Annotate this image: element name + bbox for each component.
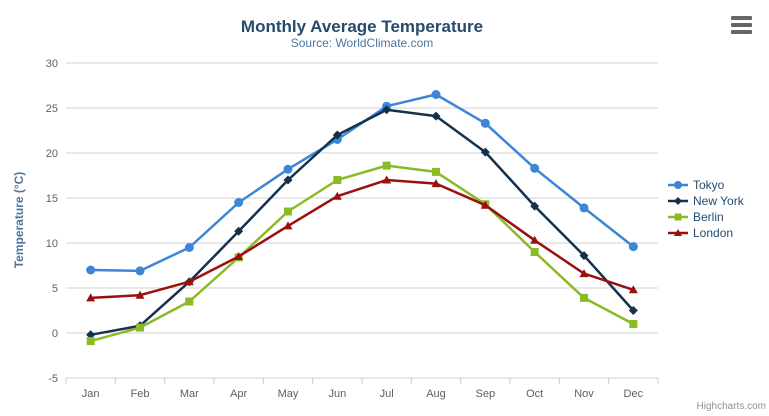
data-point-new-york[interactable]	[332, 130, 342, 140]
legend-item-new-york[interactable]: New York	[668, 193, 744, 209]
data-point-tokyo[interactable]	[184, 243, 194, 252]
data-point-berlin[interactable]	[629, 320, 638, 328]
x-axis-label: Sep	[476, 388, 496, 400]
x-axis-label: Mar	[180, 388, 199, 400]
data-point-new-york[interactable]	[480, 147, 490, 157]
y-axis-label: -5	[48, 373, 58, 385]
legend-item-label: Berlin	[693, 210, 724, 224]
data-point-new-york-legend[interactable]	[674, 197, 682, 205]
data-point-berlin[interactable]	[382, 161, 391, 170]
y-axis-label: 5	[52, 283, 58, 295]
plot-area: -5 0 5 10 15 20 25 30 Jan Feb Mar Apr May Jun Jul Aug Se…	[46, 58, 659, 400]
data-point-new-york[interactable]	[431, 111, 441, 121]
data-point-tokyo[interactable]	[283, 164, 293, 174]
data-point-new-york[interactable]	[628, 306, 638, 315]
y-axis-title: Temperature (°C)	[12, 172, 26, 269]
data-point-berlin[interactable]	[432, 167, 440, 176]
legend-marker-square-icon	[668, 213, 688, 221]
data-point-london[interactable]	[480, 200, 490, 209]
x-axis-label: Jan	[82, 388, 100, 400]
data-point-berlin[interactable]	[185, 297, 194, 306]
y-axis-label: 0	[52, 328, 58, 340]
hamburger-icon	[731, 16, 752, 34]
credits-link[interactable]: Highcharts.com	[696, 401, 766, 412]
chart-subtitle: Source: WorldClimate.com	[291, 36, 434, 50]
data-point-london[interactable]	[579, 269, 589, 278]
data-point-berlin[interactable]	[284, 207, 292, 216]
legend-item-label: London	[693, 226, 734, 240]
data-point-tokyo[interactable]	[234, 198, 244, 207]
data-point-london[interactable]	[234, 252, 244, 260]
x-axis-label: May	[278, 388, 299, 400]
data-point-berlin[interactable]	[136, 323, 144, 332]
data-point-new-york[interactable]	[530, 201, 540, 211]
series-line-berlin[interactable]	[89, 164, 635, 343]
hamburger-bar	[731, 16, 752, 20]
data-point-tokyo-legend[interactable]	[674, 181, 682, 189]
data-point-new-york[interactable]	[234, 226, 244, 236]
data-point-tokyo[interactable]	[628, 242, 638, 252]
legend-item-berlin[interactable]: Berlin	[668, 209, 744, 225]
data-point-london-legend[interactable]	[674, 229, 682, 236]
y-axis-label: 20	[46, 148, 58, 160]
legend-marker-diamond-icon	[668, 197, 688, 205]
data-point-tokyo[interactable]	[86, 265, 96, 275]
data-point-london[interactable]	[184, 277, 194, 286]
data-point-london[interactable]	[530, 235, 540, 244]
data-point-berlin[interactable]	[333, 176, 342, 184]
data-point-tokyo[interactable]	[530, 163, 540, 173]
y-axis-label: 10	[46, 238, 58, 250]
data-point-tokyo[interactable]	[431, 90, 441, 99]
hamburger-bar	[731, 23, 752, 27]
data-point-tokyo[interactable]	[135, 266, 145, 276]
data-point-new-york[interactable]	[382, 105, 392, 115]
chart-title: Monthly Average Temperature	[241, 17, 483, 36]
data-point-london[interactable]	[431, 179, 441, 188]
data-point-tokyo[interactable]	[480, 118, 490, 128]
y-axis-label: 15	[46, 193, 58, 205]
export-menu-button[interactable]	[731, 16, 752, 34]
data-point-london[interactable]	[283, 221, 293, 230]
data-point-new-york[interactable]	[579, 251, 589, 261]
x-axis-label: Aug	[426, 388, 446, 400]
x-axis-label: Dec	[624, 388, 644, 400]
x-axis-label: Nov	[574, 388, 594, 400]
legend-marker-circle-icon	[668, 181, 688, 189]
data-point-london[interactable]	[332, 191, 342, 200]
data-point-london[interactable]	[135, 290, 145, 299]
data-point-new-york[interactable]	[86, 330, 96, 340]
legend: Tokyo New York Berlin London	[668, 177, 744, 241]
y-axis-label: 30	[46, 58, 58, 70]
y-axis-label: 25	[46, 103, 58, 115]
series-line-tokyo[interactable]	[89, 93, 635, 273]
data-point-london[interactable]	[628, 285, 638, 294]
legend-item-tokyo[interactable]: Tokyo	[668, 177, 744, 193]
data-point-london[interactable]	[86, 293, 96, 302]
hamburger-bar	[731, 30, 752, 34]
x-axis-label: Jun	[328, 388, 346, 400]
x-axis-label: Jul	[380, 388, 394, 400]
series-line-new-york[interactable]	[89, 108, 635, 337]
legend-item-label: Tokyo	[693, 178, 725, 192]
x-axis-label: Feb	[131, 388, 150, 400]
legend-item-london[interactable]: London	[668, 225, 744, 241]
x-axis-label: Oct	[526, 388, 543, 400]
x-axis-label: Apr	[230, 388, 247, 400]
legend-marker-triangle-icon	[668, 229, 688, 236]
data-point-berlin[interactable]	[580, 293, 588, 302]
data-point-london[interactable]	[382, 175, 392, 184]
data-point-tokyo[interactable]	[579, 203, 589, 213]
series-line-london[interactable]	[89, 178, 635, 300]
data-point-new-york[interactable]	[283, 175, 293, 185]
data-point-berlin[interactable]	[86, 337, 95, 346]
data-point-berlin[interactable]	[530, 248, 539, 256]
data-point-berlin-legend[interactable]	[674, 213, 682, 221]
legend-item-label: New York	[693, 194, 744, 208]
